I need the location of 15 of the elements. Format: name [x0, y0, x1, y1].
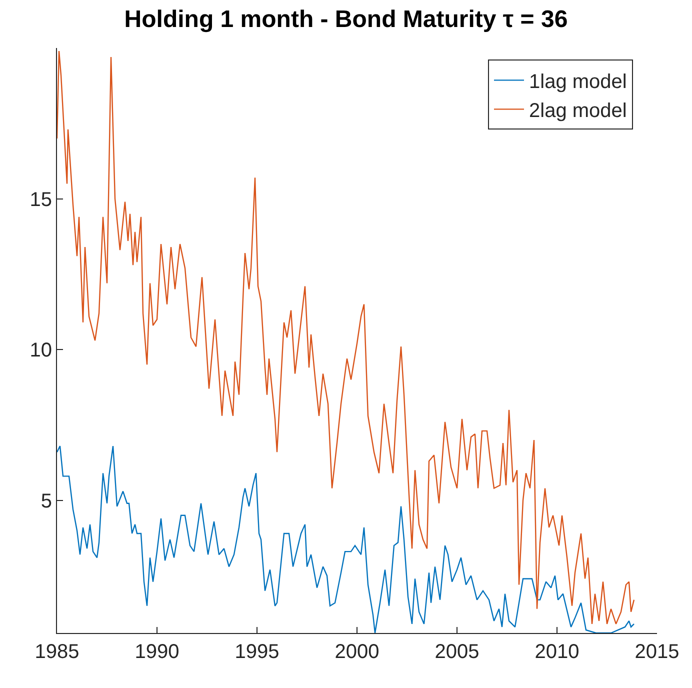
y-tick-label: 10	[30, 340, 52, 362]
x-tick-label: 2005	[434, 641, 480, 663]
y-tick-label: 15	[30, 188, 52, 211]
x-tick-label: 1995	[234, 641, 280, 663]
line-series	[57, 50, 635, 625]
x-tick-label: 2010	[534, 641, 580, 663]
legend-label: 1lag model	[529, 71, 627, 93]
x-tick-label: 2000	[334, 641, 380, 663]
x-tick-label: 1990	[134, 641, 180, 663]
legend-label: 2lag model	[529, 100, 627, 122]
x-tick-label: 1985	[34, 641, 80, 663]
chart-title: Holding 1 month - Bond Maturity τ = 36	[124, 6, 568, 34]
y-tick-label: 5	[40, 490, 52, 512]
x-tick-label: 2015	[634, 641, 680, 663]
line-series	[57, 445, 635, 633]
